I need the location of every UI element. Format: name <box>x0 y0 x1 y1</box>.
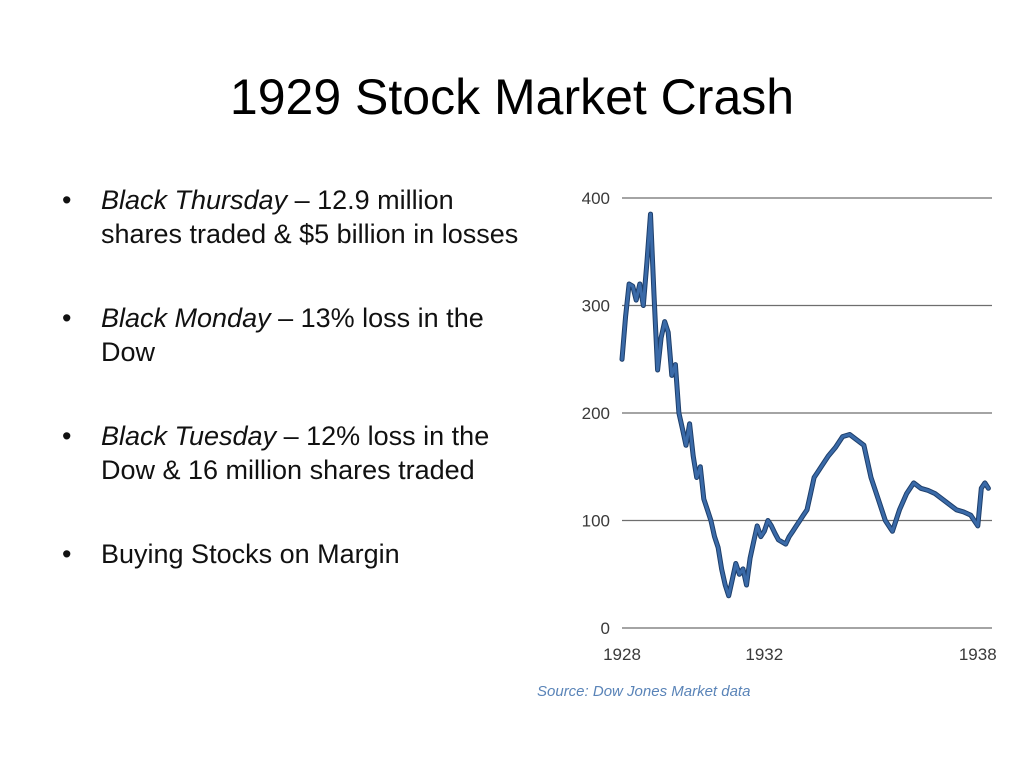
y-tick-label: 400 <box>582 189 610 208</box>
y-tick-label: 0 <box>601 619 610 638</box>
dow-jones-line-chart: 400 300 200 100 0 1928 1932 1938 <box>582 189 997 664</box>
bullet-dot: • <box>62 303 72 333</box>
bullet-emphasis: Black Tuesday <box>101 421 277 451</box>
x-tick-label: 1928 <box>603 645 641 664</box>
bullet-dot: • <box>62 539 72 569</box>
bullet-text: – 13% loss in the Dow <box>101 303 484 367</box>
bullet-text: – 12% loss in the Dow & 16 million share… <box>101 421 490 485</box>
bullet-item: • Black Tuesday – 12% loss in the Dow & … <box>58 419 528 487</box>
bullet-text: – 12.9 million shares traded & $5 billio… <box>101 185 519 249</box>
bullet-item: • Black Thursday – 12.9 million shares t… <box>58 183 528 251</box>
slide-title: 1929 Stock Market Crash <box>229 69 795 125</box>
chart-source: Source: Dow Jones Market data <box>537 683 751 700</box>
bullet-item: • Black Monday – 13% loss in the Dow <box>58 301 528 369</box>
bullet-emphasis: Black Monday <box>101 303 271 333</box>
series-line <box>620 212 990 598</box>
bullet-item: • Buying Stocks on Margin <box>58 537 528 571</box>
y-tick-label: 300 <box>582 297 610 316</box>
y-tick-label: 200 <box>582 404 610 423</box>
x-tick-label: 1932 <box>745 645 783 664</box>
bullet-emphasis: Black Thursday <box>101 185 288 215</box>
bullet-dot: • <box>62 421 72 451</box>
bullet-dot: • <box>62 185 72 215</box>
x-tick-label: 1938 <box>959 645 997 664</box>
y-tick-label: 100 <box>582 512 610 531</box>
bullet-list: • Black Thursday – 12.9 million shares t… <box>58 183 528 621</box>
bullet-text: Buying Stocks on Margin <box>101 539 400 569</box>
